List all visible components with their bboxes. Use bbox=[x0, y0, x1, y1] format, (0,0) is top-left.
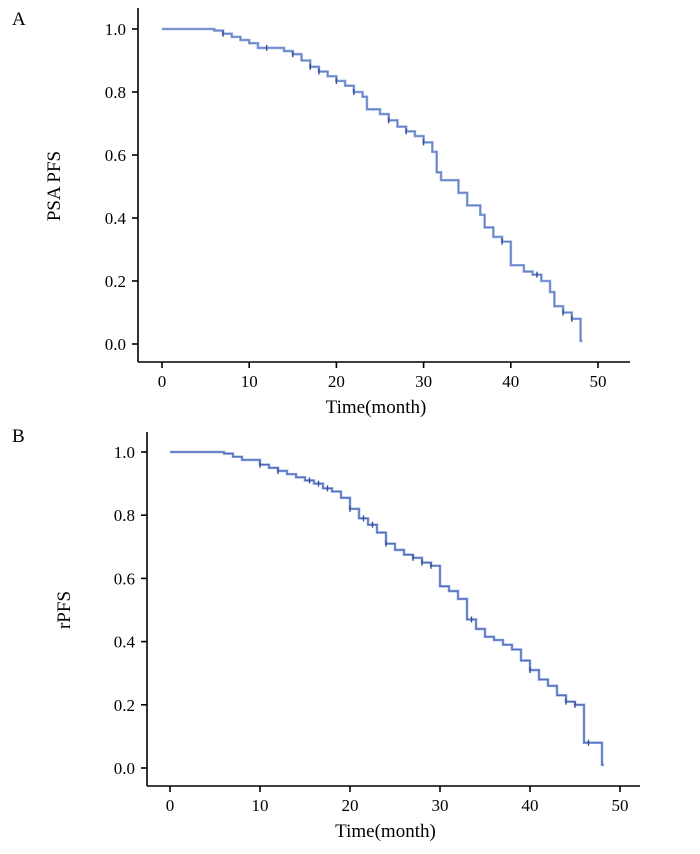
x-axis-label: Time(month) bbox=[335, 821, 436, 842]
survival-curve-halo bbox=[170, 450, 604, 767]
y-axis-label: PSA PFS bbox=[44, 151, 65, 221]
y-tick-label: 0.4 bbox=[114, 633, 136, 652]
y-tick-label: 1.0 bbox=[105, 20, 126, 39]
y-axis-label: rPFS bbox=[54, 591, 75, 629]
panel-label: A bbox=[12, 9, 26, 30]
x-tick-label: 30 bbox=[432, 796, 449, 815]
y-tick-label: 0.4 bbox=[105, 209, 127, 228]
panel-A: A 0.0 0.2 0.4 0.6 0.8 1.0 0 10 20 30 40 50 Time(month… bbox=[12, 8, 630, 418]
survival-curve-halo bbox=[162, 27, 583, 343]
x-tick-label: 20 bbox=[328, 372, 345, 391]
y-tick-label: 0.0 bbox=[105, 335, 126, 354]
x-tick-label: 0 bbox=[158, 372, 167, 391]
x-tick-label: 40 bbox=[522, 796, 539, 815]
panel-B: B 0.0 0.2 0.4 0.6 0.8 1.0 0 10 20 30 40 50 Time(month… bbox=[12, 426, 640, 842]
x-tick-label: 0 bbox=[166, 796, 175, 815]
panel-label: B bbox=[12, 426, 25, 447]
survival-curve bbox=[170, 451, 604, 766]
x-tick-label: 10 bbox=[241, 372, 258, 391]
y-tick-label: 0.6 bbox=[114, 569, 135, 588]
y-tick-label: 0.6 bbox=[105, 146, 126, 165]
x-tick-label: 10 bbox=[252, 796, 269, 815]
y-tick-label: 0.8 bbox=[114, 506, 135, 525]
x-axis-label: Time(month) bbox=[326, 397, 427, 418]
x-tick-label: 30 bbox=[415, 372, 432, 391]
x-tick-label: 40 bbox=[502, 372, 519, 391]
x-tick-label: 50 bbox=[612, 796, 629, 815]
x-tick-label: 50 bbox=[590, 372, 607, 391]
survival-curve bbox=[162, 28, 583, 342]
x-tick-label: 20 bbox=[342, 796, 359, 815]
y-tick-label: 0.8 bbox=[105, 83, 126, 102]
y-tick-label: 0.0 bbox=[114, 759, 135, 778]
y-tick-label: 0.2 bbox=[105, 272, 126, 291]
y-tick-label: 1.0 bbox=[114, 443, 135, 462]
y-tick-label: 0.2 bbox=[114, 696, 135, 715]
